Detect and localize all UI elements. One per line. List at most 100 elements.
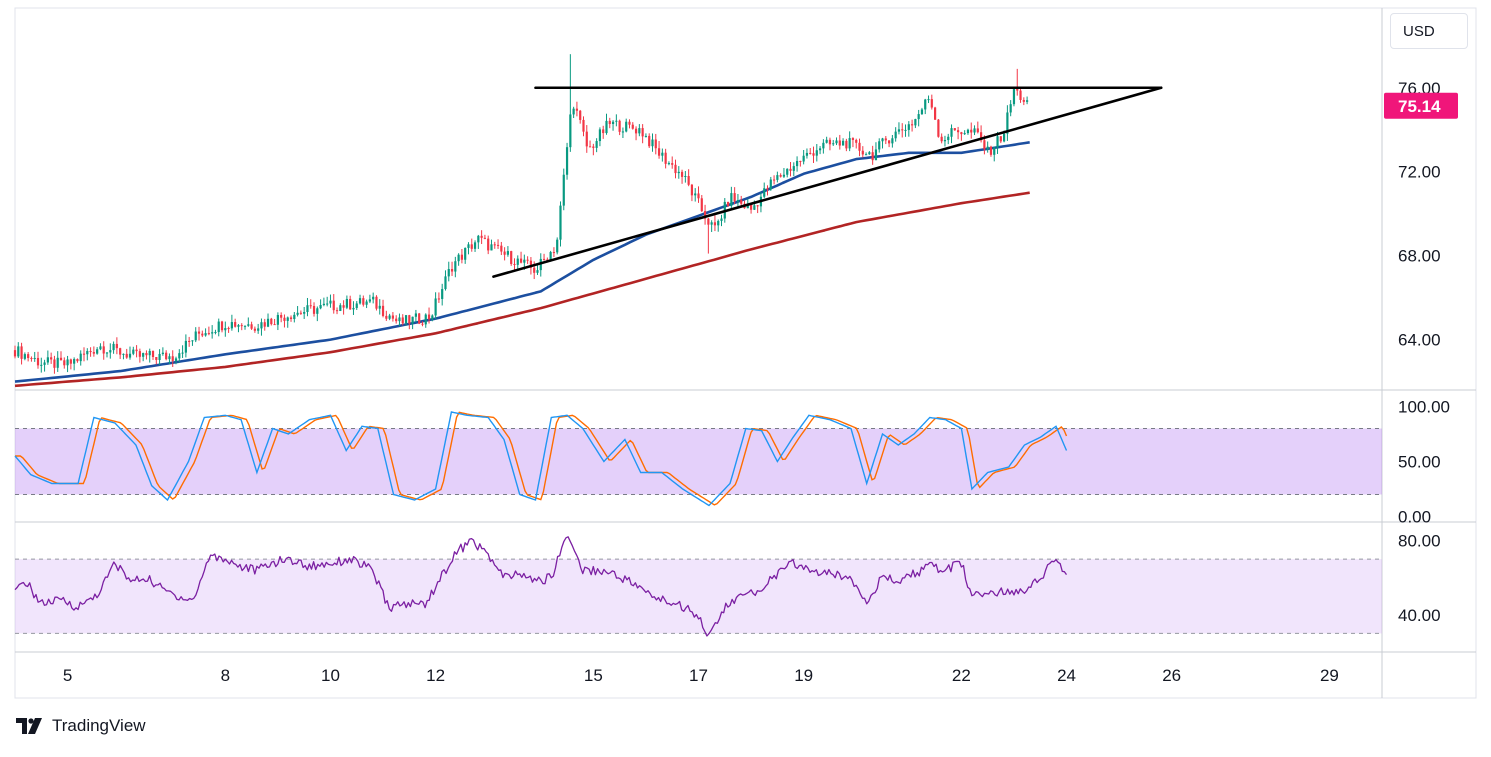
- candle-body: [835, 140, 838, 144]
- candle-body: [753, 205, 756, 210]
- candle-body: [605, 120, 608, 134]
- candle-body: [365, 301, 368, 305]
- candle-body: [464, 247, 467, 260]
- candle-body: [96, 349, 99, 354]
- candle-body: [513, 263, 516, 265]
- candle-body: [480, 235, 483, 238]
- candle-body: [155, 357, 158, 361]
- candle-body: [1019, 90, 1022, 100]
- candle-body: [956, 130, 960, 133]
- candle-body: [174, 358, 178, 361]
- candle-body: [247, 324, 250, 326]
- candle-body: [230, 322, 233, 329]
- candle-body: [500, 245, 503, 252]
- candle-body: [178, 353, 181, 359]
- rsi-tick-label: 40.00: [1398, 606, 1441, 625]
- candle-body: [112, 343, 115, 351]
- candle-body: [63, 360, 66, 366]
- candle-body: [135, 349, 138, 352]
- candle-body: [335, 310, 339, 312]
- candle-body: [993, 147, 996, 155]
- time-tick-label: 15: [584, 666, 603, 685]
- candle-body: [322, 303, 325, 306]
- candle-body: [273, 324, 276, 326]
- candle-body: [602, 129, 605, 134]
- candle-body: [418, 313, 421, 324]
- candle-body: [795, 160, 799, 167]
- candle-body: [211, 332, 214, 334]
- candle-body: [404, 315, 408, 324]
- candle-body: [388, 315, 391, 319]
- candle-body: [1016, 89, 1019, 91]
- candle-body: [894, 131, 897, 139]
- candle-body: [339, 305, 342, 311]
- candle-body: [168, 356, 171, 360]
- candle-body: [73, 359, 76, 364]
- candle-body: [503, 251, 506, 255]
- candle-body: [414, 313, 417, 317]
- candle-body: [720, 218, 723, 221]
- candle-body: [937, 119, 940, 137]
- candle-body: [30, 358, 33, 360]
- brand[interactable]: TradingView: [16, 714, 146, 738]
- candle-body: [529, 260, 533, 268]
- candle-body: [707, 218, 710, 225]
- candle-body: [717, 220, 720, 226]
- candle-body: [884, 138, 887, 141]
- time-tick-label: 26: [1162, 666, 1181, 685]
- candle-body: [181, 352, 184, 354]
- candle-body: [243, 325, 247, 327]
- candle-body: [434, 298, 437, 316]
- candle-body: [362, 298, 365, 305]
- candle-body: [812, 153, 815, 156]
- currency-label[interactable]: USD: [1390, 13, 1468, 49]
- candle-body: [625, 121, 628, 132]
- candle-body: [33, 357, 36, 359]
- candle-body: [897, 129, 901, 132]
- candle-body: [447, 269, 450, 277]
- candle-body: [128, 353, 132, 358]
- candle-body: [450, 269, 454, 272]
- candle-body: [973, 128, 976, 133]
- time-tick-label: 10: [321, 666, 340, 685]
- candle-body: [533, 267, 536, 273]
- candle-body: [161, 352, 164, 354]
- rsi-band: [15, 559, 1382, 634]
- candle-body: [782, 174, 786, 177]
- candle-body: [53, 359, 56, 368]
- candle-body: [188, 340, 191, 342]
- candle-body: [749, 204, 753, 210]
- candle-body: [930, 99, 933, 108]
- time-tick-label: 29: [1320, 666, 1339, 685]
- candle-body: [319, 305, 322, 309]
- candle-body: [657, 148, 661, 156]
- candle-body: [878, 141, 881, 150]
- candle-body: [851, 138, 855, 140]
- candle-body: [487, 238, 490, 251]
- candle-body: [283, 317, 286, 321]
- candle-body: [473, 242, 477, 249]
- last-price-badge: [1384, 92, 1458, 119]
- candle-body: [947, 136, 950, 141]
- candle-body: [654, 139, 657, 149]
- candle-body: [740, 200, 743, 204]
- candle-body: [82, 353, 86, 355]
- candle-body: [726, 201, 730, 206]
- candle-body: [710, 222, 713, 225]
- candle-body: [799, 160, 802, 162]
- candle-body: [145, 353, 148, 356]
- candle-body: [105, 352, 109, 354]
- candle-body: [585, 131, 588, 147]
- candle-body: [887, 140, 891, 144]
- candle-body: [976, 128, 979, 133]
- candle-body: [822, 142, 825, 149]
- candle-body: [138, 351, 141, 357]
- candle-body: [733, 193, 736, 202]
- candle-body: [191, 340, 194, 342]
- candle-body: [684, 175, 687, 177]
- candle-body: [999, 136, 1002, 142]
- candle-body: [17, 346, 20, 357]
- candle-body: [122, 353, 125, 355]
- candle-body: [917, 114, 920, 120]
- candle-body: [592, 146, 595, 148]
